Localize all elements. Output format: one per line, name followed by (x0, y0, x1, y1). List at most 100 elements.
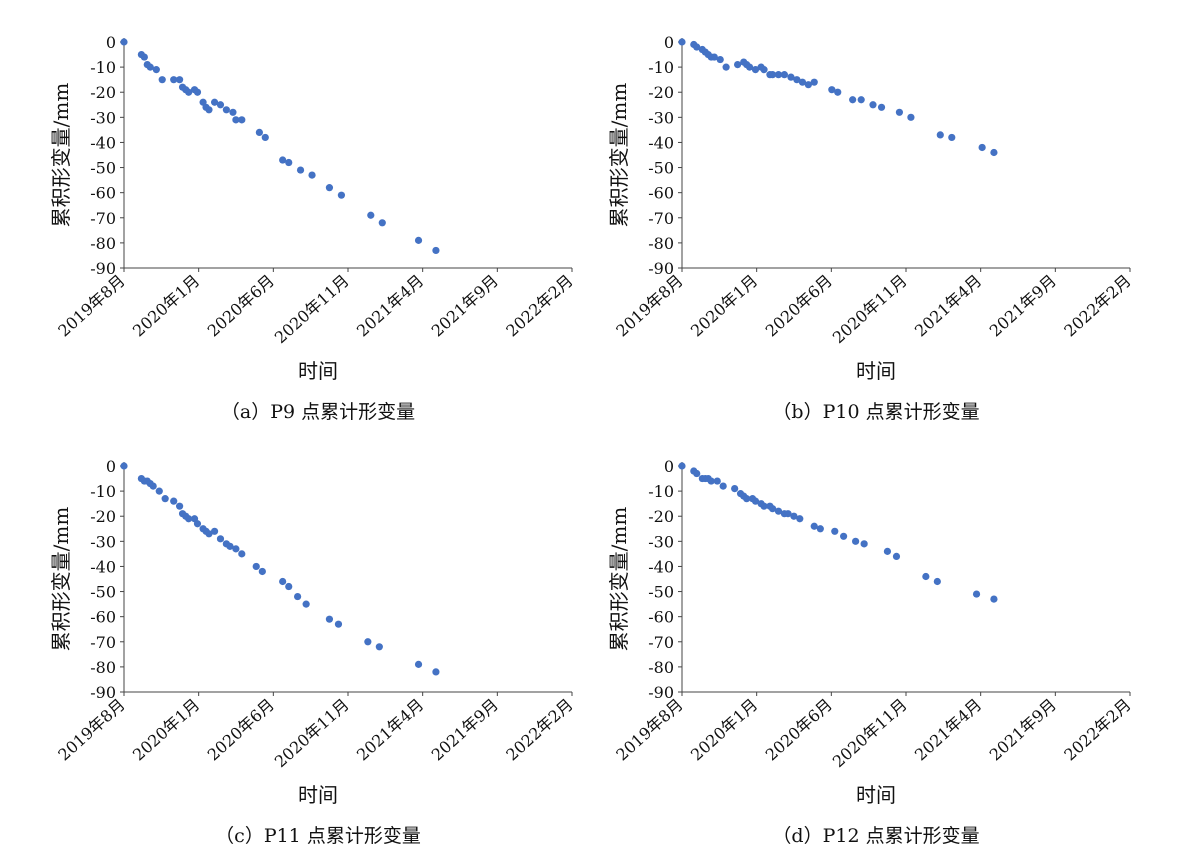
panel-b-y-tick-label: -30 (648, 108, 674, 127)
panel-a-data-point (216, 101, 225, 109)
panel-b-data-point (722, 63, 730, 71)
panel-d-data-point (707, 477, 715, 485)
panel-c-y-tick-label: -90 (90, 683, 116, 702)
panel-c-data-point (238, 550, 246, 558)
panel-b-data-point (716, 55, 724, 64)
panel-a-y-tick-label: -10 (90, 58, 116, 77)
panel-b-x-tick-label: 2019年8月 (612, 271, 686, 341)
panel-c-y-tick-label: -30 (90, 532, 116, 551)
panel-c-data-point (334, 620, 343, 628)
panel-d-x-tick-label: 2020年11月 (829, 695, 911, 771)
panel-d-y-tick-label: -80 (648, 658, 674, 677)
panel-d-x-tick-label: 2021年9月 (986, 695, 1060, 765)
panel-d-y-tick-label: -90 (648, 683, 674, 702)
panel-b-y-tick-label: -10 (648, 58, 674, 77)
panel-d-data-point (731, 485, 739, 493)
panel-c-data-point (414, 660, 423, 668)
panel-b-data-point (793, 76, 801, 84)
panel-d-data-point (760, 502, 768, 510)
panel-b-y-tick-label: -70 (648, 209, 674, 228)
panel-c-data-point (302, 600, 310, 608)
panel-b-data-point (798, 78, 807, 86)
panel-d-x-tick-label: 2020年1月 (687, 695, 761, 765)
panel-d-data-point (883, 547, 892, 555)
panel-b-data-point (710, 53, 718, 61)
panel-a-y-tick-label: -50 (90, 159, 116, 178)
panel-a-data-point (285, 158, 293, 167)
panel-b-data-point (834, 88, 842, 96)
panel-c-y-tick-label: -50 (90, 583, 116, 602)
panel-a-data-point (158, 76, 166, 84)
panel-a-data-point (308, 171, 316, 179)
panel-a-x-tick-label: 2021年9月 (428, 271, 502, 341)
panel-a-y-tick-label: -80 (90, 234, 116, 253)
panel-c-data-point (252, 562, 260, 571)
panel-d-data-point (768, 505, 777, 513)
panel-d-data-point (860, 540, 868, 548)
panel-c-y-tick-label: -40 (90, 557, 116, 576)
panel-d-data-point (990, 595, 998, 603)
panel-c-data-point (232, 545, 240, 553)
panel-b-data-point (869, 101, 877, 109)
panel-d-data-point (774, 507, 783, 515)
panel-b-data-point (734, 61, 742, 69)
panel-a-data-point (325, 184, 334, 192)
panel-a-data-point (193, 88, 202, 96)
panel-c-data-point (375, 643, 383, 651)
panel-c-data-point (258, 567, 266, 576)
panel-d-data-point (840, 532, 848, 540)
panel-d-y-tick-label: -60 (648, 608, 674, 627)
panel-d-y-tick-label: 0 (664, 457, 674, 476)
panel-a-data-point (432, 246, 440, 255)
panel-d-data-point (796, 515, 804, 523)
panel-c-x-tick-label: 2020年6月 (204, 695, 278, 765)
panel-c-data-point (205, 530, 213, 538)
panel-c-x-tick-label: 2021年9月 (428, 695, 502, 765)
panel-a-data-point (232, 116, 240, 124)
panel-b-data-point (936, 131, 944, 139)
panel-d-x-tick-label: 2021年4月 (911, 695, 985, 765)
panel-a-data-point (140, 53, 148, 61)
panel-c-x-tick-label: 2020年11月 (271, 695, 353, 771)
panel-d-y-tick-label: -40 (648, 557, 674, 576)
panel-a-data-point (176, 76, 184, 84)
panel-a-data-point (378, 219, 386, 227)
panel-d-data-point (713, 477, 721, 485)
panel-b-y-tick-label: -20 (648, 83, 674, 102)
panel-b-y-tick-label: -60 (648, 184, 674, 203)
panel-c-y-tick-label: -20 (90, 507, 116, 526)
panel-c-y-tick-label: -60 (90, 608, 116, 627)
panel-a-y-tick-label: -90 (90, 259, 116, 278)
panel-d-data-point (784, 510, 792, 518)
panel-a-data-point (229, 108, 237, 116)
panel-d-data-point (892, 552, 901, 561)
panel-a-data-point (279, 156, 287, 164)
panel-c-data-point (226, 542, 234, 550)
panel-d-data-point (810, 522, 818, 530)
panel-a-data-point (210, 98, 219, 106)
panel-b-data-point (849, 96, 857, 104)
panel-b-data-point (678, 38, 686, 46)
panel-a-data-point (120, 38, 128, 46)
panel-a-x-tick-label: 2021年4月 (353, 271, 427, 341)
panel-d-y-axis-title: 累积形变量/mm (607, 507, 631, 652)
panel-b-x-axis-title: 时间 (856, 359, 896, 383)
panel-b-x-tick-label: 2021年4月 (911, 271, 985, 341)
panel-c-y-axis-title: 累积形变量/mm (49, 507, 73, 652)
panel-c-data-point (185, 515, 193, 523)
panel-a-data-point (185, 88, 193, 96)
panel-a-data-point (152, 66, 160, 74)
panel-b-caption: （b）P10 点累计形变量 (772, 401, 979, 423)
panel-c-data-point (161, 495, 169, 503)
panel-b-data-point (804, 81, 812, 89)
panel-c-data-point (294, 592, 302, 601)
panel-a-x-tick-label: 2019年8月 (54, 271, 128, 341)
panel-b-data-point (810, 78, 818, 86)
panel-d-x-tick-label: 2020年6月 (762, 695, 836, 765)
panel-b-data-point (780, 71, 788, 79)
panel-d-caption: （d）P12 点累计形变量 (772, 825, 979, 847)
panel-b-y-tick-label: 0 (664, 33, 674, 52)
panel-d-x-axis-title: 时间 (856, 783, 896, 807)
